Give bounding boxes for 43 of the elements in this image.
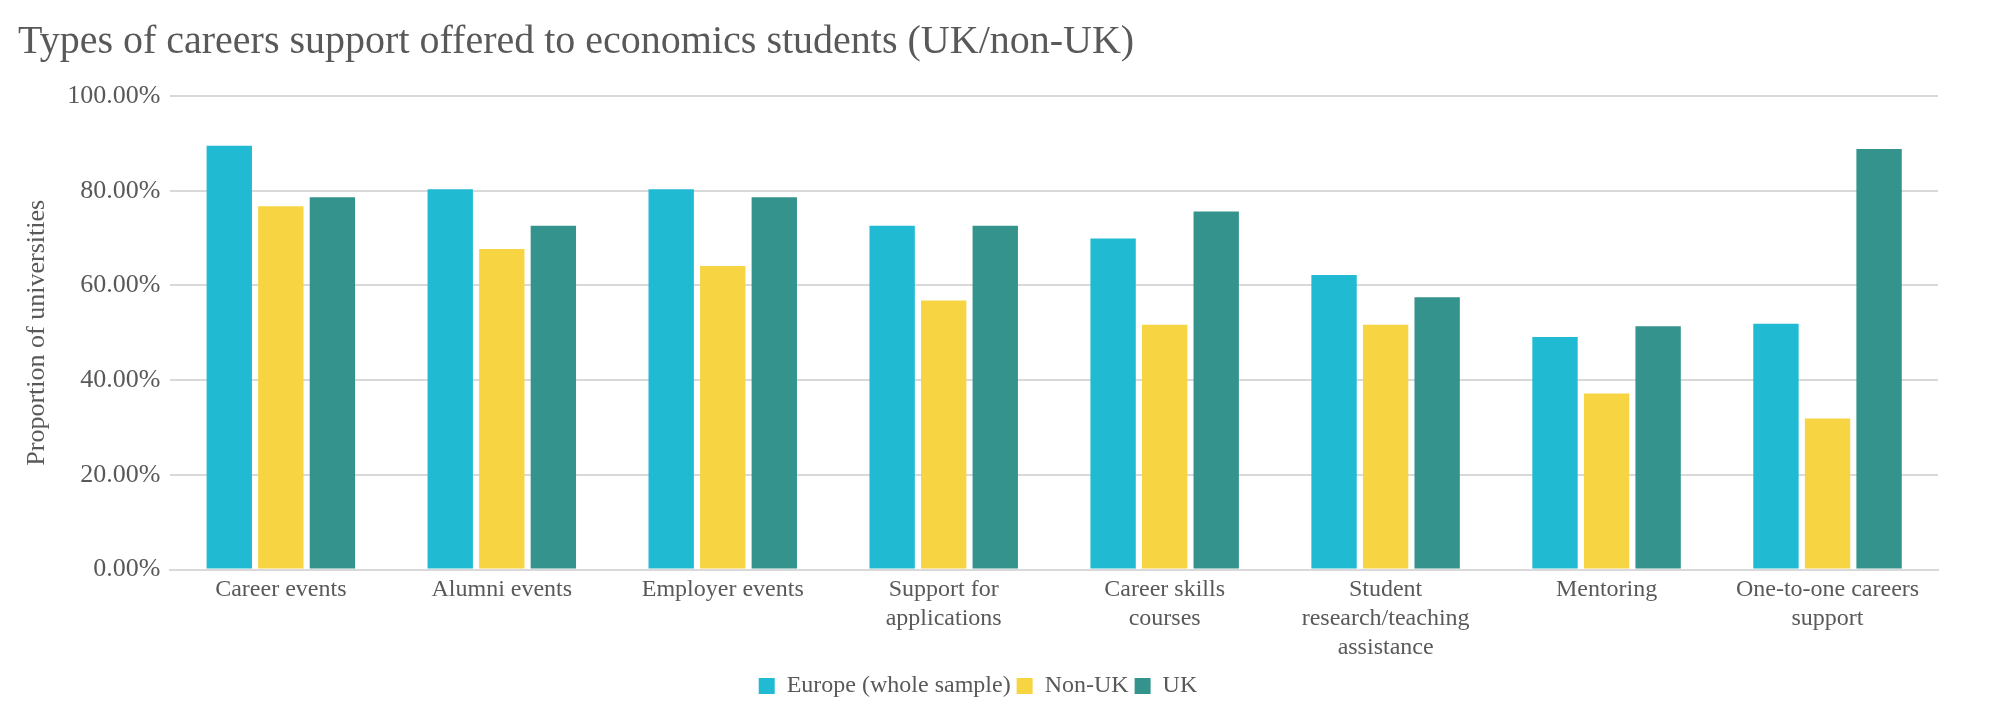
bar <box>869 225 915 569</box>
legend-label: UK <box>1162 671 1198 698</box>
legend-label: Non-UK <box>1044 671 1130 698</box>
x-tick-label: One-to-one careers support <box>1735 575 1920 631</box>
legend-label: Europe (whole sample) <box>786 671 1011 698</box>
bar <box>700 266 746 569</box>
x-tick-label: Student research/teaching assistance <box>1301 575 1470 659</box>
bar <box>427 189 473 569</box>
bar <box>648 189 694 569</box>
y-tick-label: 40.00% <box>80 363 161 393</box>
y-tick-label: 20.00% <box>80 458 161 488</box>
bar <box>972 225 1018 569</box>
bar <box>1090 238 1136 569</box>
bar <box>751 197 797 569</box>
bar <box>530 225 577 569</box>
bar <box>1804 418 1851 569</box>
bar <box>921 300 967 569</box>
bar <box>1583 393 1630 569</box>
bar <box>1362 324 1409 569</box>
bar <box>479 248 525 569</box>
bar <box>1635 326 1681 569</box>
bar <box>1311 275 1357 569</box>
y-tick-label: 0.00% <box>93 553 161 583</box>
y-tick-label: 80.00% <box>80 174 161 204</box>
bar <box>1856 149 1902 569</box>
y-tick-label: 100.00% <box>67 79 161 109</box>
y-axis-title: Proportion of universities <box>21 199 51 466</box>
bar <box>258 206 304 569</box>
x-tick-label: Career events <box>215 575 347 602</box>
bar <box>1141 324 1188 569</box>
y-tick-label: 60.00% <box>80 269 161 299</box>
bar <box>1753 323 1799 569</box>
bar <box>1414 297 1460 569</box>
x-tick-label: Alumni events <box>431 575 573 602</box>
bar <box>1532 337 1578 569</box>
x-tick-label: Career skills courses <box>1104 575 1225 631</box>
bar <box>206 145 252 569</box>
x-tick-label: Mentoring <box>1555 575 1658 602</box>
chart-title: Types of careers support offered to economics students (UK/non-UK) <box>18 16 1135 62</box>
bar <box>1193 211 1239 569</box>
x-tick-label: Employer events <box>641 575 804 602</box>
x-tick-label: Support for applications <box>885 575 1002 631</box>
bar <box>309 197 356 569</box>
